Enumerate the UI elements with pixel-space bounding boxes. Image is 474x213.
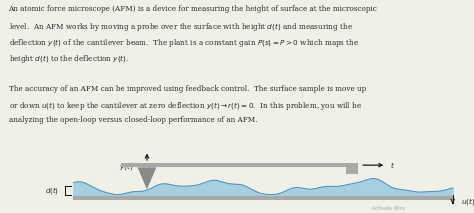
Text: The accuracy of an AFM can be improved using feedback control.  The surface samp: The accuracy of an AFM can be improved u… bbox=[9, 85, 366, 92]
Polygon shape bbox=[137, 167, 156, 189]
Text: deflection $y(t)$ of the cantilever beam.  The plant is a constant gain $P(s) = : deflection $y(t)$ of the cantilever beam… bbox=[9, 37, 359, 49]
Text: height $d(t)$ to the deflection $y(t)$.: height $d(t)$ to the deflection $y(t)$. bbox=[9, 53, 129, 65]
Text: An atomic force microscope (AFM) is a device for measuring the height of surface: An atomic force microscope (AFM) is a de… bbox=[9, 5, 377, 13]
Text: $t$: $t$ bbox=[390, 160, 395, 170]
Text: $u(t)$: $u(t)$ bbox=[461, 196, 474, 207]
Text: $y(t)$: $y(t)$ bbox=[119, 161, 134, 171]
Text: level.  An AFM works by moving a probe over the surface with height $d(t)$ and m: level. An AFM works by moving a probe ov… bbox=[9, 21, 353, 33]
Text: or down $u(t)$ to keep the cantilever at zero deflection $y(t) \rightarrow r(t) : or down $u(t)$ to keep the cantilever at… bbox=[9, 100, 362, 112]
Text: Activate Winc: Activate Winc bbox=[372, 206, 406, 211]
Text: analyzing the open-loop versus closed-loop performance of an AFM.: analyzing the open-loop versus closed-lo… bbox=[9, 116, 257, 124]
Bar bbox=[346, 163, 358, 174]
Bar bbox=[73, 195, 453, 200]
Text: $d(t)$: $d(t)$ bbox=[45, 185, 59, 196]
Bar bbox=[121, 163, 358, 167]
